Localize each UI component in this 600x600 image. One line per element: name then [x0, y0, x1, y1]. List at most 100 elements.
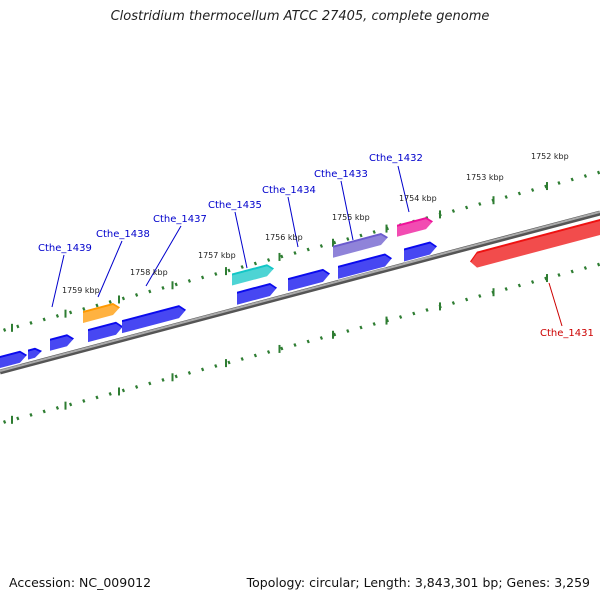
guide-dot: [68, 402, 73, 407]
backbone-line-highlight: [0, 211, 600, 372]
guide-dot: [425, 308, 429, 312]
guide-dot: [332, 240, 337, 245]
gene-arrow: [397, 217, 433, 239]
guide-dot: [346, 237, 350, 241]
guide-dot: [451, 301, 456, 305]
guide-dot: [398, 315, 403, 319]
gene-arrow: [333, 233, 388, 260]
leader-line: [548, 282, 563, 327]
guide-dot: [517, 283, 522, 288]
guide-dot: [82, 307, 86, 311]
guide-dot: [200, 367, 205, 372]
gene-arrow: [404, 241, 437, 264]
tick-label: 1755 kbp: [332, 213, 370, 222]
guide-dot: [530, 280, 535, 284]
guide-dot: [306, 247, 310, 252]
leader-line: [51, 254, 65, 308]
guide-dot: [464, 297, 469, 302]
guide-dot: [280, 346, 284, 351]
guide-dot: [583, 174, 588, 178]
guide-dot: [240, 265, 244, 269]
guide-dot: [227, 360, 231, 365]
guide-dot: [412, 311, 416, 316]
guide-dot: [214, 364, 218, 368]
genome-backbone: [0, 210, 600, 375]
gene-label: Cthe_1433: [314, 169, 368, 180]
tick-label: 1759 kbp: [62, 286, 100, 295]
guide-dot: [319, 336, 324, 340]
guide-dot: [359, 233, 363, 238]
guide-dot: [346, 329, 350, 333]
gene-arrow: [88, 321, 123, 345]
guide-dot: [517, 191, 522, 196]
gene-label: Cthe_1431: [540, 328, 594, 339]
guide-dot: [280, 254, 284, 259]
guide-dot: [174, 282, 178, 287]
guide-dot: [293, 251, 297, 255]
leader-line: [397, 165, 410, 213]
leader-line: [287, 196, 299, 248]
guide-dot: [16, 324, 20, 329]
tick-label: 1756 kbp: [265, 233, 303, 242]
guide-dot: [253, 353, 258, 358]
guide-dot: [478, 294, 482, 298]
gene-features: [0, 217, 600, 370]
guide-dot: [319, 244, 324, 248]
gene-label: Cthe_1439: [38, 243, 92, 254]
guide-dot: [42, 317, 46, 322]
tick-label: 1754 kbp: [399, 194, 437, 203]
guide-dot: [121, 296, 126, 301]
gene-label: Cthe_1432: [369, 153, 423, 164]
gene-arrow: [232, 264, 274, 288]
guide-dot: [42, 409, 46, 414]
leader-line: [340, 180, 354, 241]
guide-dot: [570, 269, 574, 274]
guide-dot: [55, 406, 60, 410]
guide-dot: [187, 371, 192, 375]
tick-label: 1758 kbp: [130, 268, 168, 277]
map-title: Clostridium thermocellum ATCC 27405, com…: [110, 9, 490, 24]
guide-dot: [2, 328, 7, 332]
gene-label: Cthe_1434: [262, 185, 316, 196]
gene-arrow: [0, 350, 27, 370]
guide-dot: [121, 388, 126, 393]
guide-dot: [530, 188, 535, 192]
guide-dot: [68, 310, 73, 315]
tick-label: 1757 kbp: [198, 251, 236, 260]
guide-dot: [478, 202, 482, 206]
gene-arrow: [338, 253, 392, 281]
guide-dot: [108, 392, 112, 396]
guide-dot: [108, 300, 112, 304]
gene-arrow: [50, 334, 74, 353]
guide-dot: [161, 286, 165, 290]
guide-dot: [55, 314, 60, 318]
guide-dot: [95, 303, 99, 308]
guide-dot: [557, 273, 561, 277]
guide-dot: [134, 293, 139, 297]
guide-dot: [266, 350, 271, 354]
tick-label: 1753 kbp: [466, 173, 504, 182]
guide-dot: [29, 321, 33, 325]
guide-dot: [95, 395, 99, 400]
gene-arrow: [288, 268, 330, 294]
leader-line: [234, 211, 248, 269]
gene-arrow: [122, 305, 186, 336]
guide-dot: [161, 378, 165, 382]
gene-arrow: [28, 347, 42, 362]
guide-dot: [583, 266, 588, 270]
guide-dot: [359, 325, 363, 330]
guide-dot: [187, 279, 192, 283]
guide-dot: [200, 275, 205, 280]
guide-dot: [134, 385, 139, 389]
guide-dot: [451, 209, 456, 213]
leader-line: [145, 225, 182, 287]
leader-line: [97, 240, 123, 298]
guide-dot: [557, 181, 561, 185]
guide-dot: [372, 230, 376, 234]
gene-label: Cthe_1438: [96, 229, 150, 240]
label-leader-lines: [51, 165, 563, 327]
guide-dot: [16, 416, 20, 421]
gene-label: Cthe_1437: [153, 214, 207, 225]
guide-dot: [148, 381, 152, 386]
